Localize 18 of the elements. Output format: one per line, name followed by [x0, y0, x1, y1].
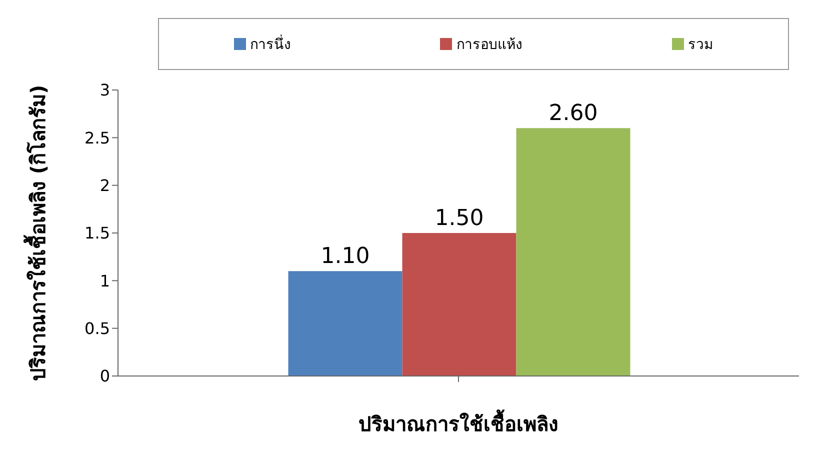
y-tick-label: 1.5	[84, 224, 110, 243]
x-axis-title: ปริมาณการใช้เชื้อเพลิง	[358, 409, 558, 436]
bar	[402, 233, 516, 376]
y-tick-label: 2	[100, 176, 110, 196]
data-label: 1.10	[320, 244, 370, 270]
bar	[288, 271, 402, 376]
legend-label: การนึ่ง	[248, 34, 291, 55]
legend-label: รวม	[687, 36, 714, 55]
y-tick-label: 3	[100, 80, 110, 100]
legend-label: การอบแห้ง	[455, 36, 522, 55]
y-axis-title: ปริมาณการใช้เชื้อเพลิง (กิโลกรัม)	[23, 84, 50, 382]
y-tick-label: 2.5	[84, 128, 110, 148]
y-tick-label: 0.5	[84, 319, 110, 338]
y-tick-label: 1	[100, 271, 110, 290]
data-label: 1.50	[434, 206, 484, 231]
data-label: 2.60	[548, 101, 598, 126]
bar	[516, 128, 630, 376]
y-tick-label: 0	[100, 366, 110, 386]
